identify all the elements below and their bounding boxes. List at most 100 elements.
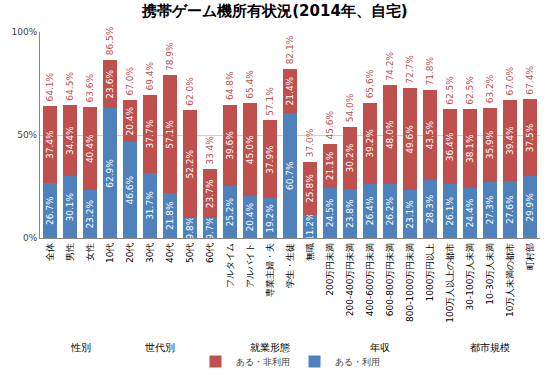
svg-text:21.8%: 21.8% bbox=[165, 201, 175, 230]
svg-text:21.1%: 21.1% bbox=[325, 151, 335, 180]
svg-text:100万人以上の都市: 100万人以上の都市 bbox=[445, 243, 455, 323]
svg-text:46.6%: 46.6% bbox=[125, 175, 135, 204]
svg-text:62.0%: 62.0% bbox=[185, 77, 195, 106]
svg-text:年収: 年収 bbox=[370, 342, 390, 353]
svg-text:50%: 50% bbox=[17, 130, 37, 140]
svg-text:携帯ゲーム機所有状況(2014年、自宅): 携帯ゲーム機所有状況(2014年、自宅) bbox=[141, 2, 407, 20]
svg-text:ある・非利用: ある・非利用 bbox=[236, 357, 290, 367]
svg-text:10-30万人未満: 10-30万人未満 bbox=[485, 243, 495, 305]
svg-text:64.5%: 64.5% bbox=[65, 72, 75, 101]
svg-text:62.9%: 62.9% bbox=[105, 159, 115, 188]
svg-text:24.5%: 24.5% bbox=[325, 198, 335, 227]
svg-text:45.0%: 45.0% bbox=[245, 135, 255, 164]
svg-text:78.9%: 78.9% bbox=[165, 42, 175, 71]
svg-text:男性: 男性 bbox=[65, 243, 75, 261]
svg-text:45.6%: 45.6% bbox=[325, 111, 335, 140]
svg-text:20代: 20代 bbox=[125, 243, 135, 263]
svg-text:25.8%: 25.8% bbox=[305, 174, 315, 203]
svg-text:54.0%: 54.0% bbox=[345, 93, 355, 122]
svg-text:60代: 60代 bbox=[205, 243, 215, 263]
svg-text:39.2%: 39.2% bbox=[365, 129, 375, 158]
svg-text:50代: 50代 bbox=[185, 243, 195, 263]
svg-text:33.4%: 33.4% bbox=[205, 136, 215, 165]
svg-text:60.7%: 60.7% bbox=[285, 161, 295, 190]
svg-text:20.4%: 20.4% bbox=[245, 202, 255, 231]
svg-text:24.4%: 24.4% bbox=[465, 198, 475, 227]
svg-text:37.4%: 37.4% bbox=[45, 130, 55, 159]
svg-text:性別: 性別 bbox=[70, 342, 91, 353]
svg-text:57.1%: 57.1% bbox=[265, 87, 275, 116]
svg-text:600-800万円未満: 600-800万円未満 bbox=[385, 243, 395, 317]
svg-text:21.4%: 21.4% bbox=[285, 76, 295, 105]
svg-text:26.1%: 26.1% bbox=[445, 197, 455, 226]
svg-text:26.7%: 26.7% bbox=[45, 196, 55, 225]
svg-text:就業形態: 就業形態 bbox=[250, 342, 290, 353]
svg-text:37.9%: 37.9% bbox=[265, 145, 275, 174]
svg-text:57.1%: 57.1% bbox=[165, 120, 175, 149]
svg-text:30.2%: 30.2% bbox=[345, 143, 355, 172]
svg-text:10万人未満の都市: 10万人未満の都市 bbox=[505, 243, 515, 317]
svg-text:35.9%: 35.9% bbox=[485, 130, 495, 159]
svg-text:63.2%: 63.2% bbox=[485, 74, 495, 103]
svg-text:67.4%: 67.4% bbox=[525, 66, 535, 95]
svg-text:36.4%: 36.4% bbox=[445, 132, 455, 161]
svg-text:26.2%: 26.2% bbox=[385, 196, 395, 225]
svg-text:世代別: 世代別 bbox=[145, 342, 175, 353]
svg-text:30-100万人未満: 30-100万人未満 bbox=[465, 243, 475, 311]
svg-text:1000万円以上: 1000万円以上 bbox=[425, 243, 435, 302]
svg-text:72.7%: 72.7% bbox=[405, 55, 415, 84]
svg-text:67.0%: 67.0% bbox=[125, 66, 135, 95]
svg-text:23.1%: 23.1% bbox=[405, 200, 415, 229]
svg-text:39.4%: 39.4% bbox=[505, 126, 515, 155]
svg-text:28.3%: 28.3% bbox=[425, 194, 435, 223]
svg-text:9.7%: 9.7% bbox=[205, 216, 215, 239]
svg-text:65.6%: 65.6% bbox=[365, 69, 375, 98]
svg-text:無職: 無職 bbox=[305, 243, 315, 261]
svg-text:82.1%: 82.1% bbox=[285, 35, 295, 64]
svg-text:23.2%: 23.2% bbox=[85, 200, 95, 229]
svg-text:800-1000万円未満: 800-1000万円未満 bbox=[405, 243, 415, 322]
svg-text:38.1%: 38.1% bbox=[465, 134, 475, 163]
svg-text:62.5%: 62.5% bbox=[465, 76, 475, 105]
svg-text:フルタイム: フルタイム bbox=[225, 243, 235, 288]
svg-text:27.3%: 27.3% bbox=[485, 195, 495, 224]
svg-text:25.2%: 25.2% bbox=[225, 198, 235, 227]
svg-text:67.0%: 67.0% bbox=[505, 66, 515, 95]
svg-text:19.2%: 19.2% bbox=[265, 204, 275, 233]
svg-text:86.5%: 86.5% bbox=[105, 26, 115, 55]
svg-text:30代: 30代 bbox=[145, 243, 155, 263]
svg-text:31.7%: 31.7% bbox=[145, 191, 155, 220]
svg-text:43.5%: 43.5% bbox=[425, 120, 435, 149]
svg-text:26.4%: 26.4% bbox=[365, 196, 375, 225]
svg-text:69.4%: 69.4% bbox=[145, 62, 155, 91]
svg-text:37.5%: 37.5% bbox=[525, 123, 535, 152]
svg-text:27.6%: 27.6% bbox=[505, 195, 515, 224]
svg-text:49.6%: 49.6% bbox=[405, 125, 415, 154]
svg-text:全体: 全体 bbox=[45, 243, 55, 261]
svg-text:30.1%: 30.1% bbox=[65, 192, 75, 221]
svg-text:女性: 女性 bbox=[85, 243, 95, 261]
svg-text:200万円未満: 200万円未満 bbox=[325, 243, 335, 296]
svg-text:48.0%: 48.0% bbox=[385, 120, 395, 149]
svg-text:アルバイト: アルバイト bbox=[245, 243, 255, 288]
svg-text:64.8%: 64.8% bbox=[225, 71, 235, 100]
svg-text:学生・生徒: 学生・生徒 bbox=[285, 243, 295, 288]
svg-text:100%: 100% bbox=[11, 27, 37, 37]
svg-text:200-400万円未満: 200-400万円未満 bbox=[345, 243, 355, 317]
svg-text:ある・利用: ある・利用 bbox=[335, 357, 380, 367]
svg-text:0%: 0% bbox=[23, 233, 38, 243]
svg-text:63.6%: 63.6% bbox=[85, 73, 95, 102]
svg-text:11.2%: 11.2% bbox=[305, 212, 315, 241]
svg-text:62.5%: 62.5% bbox=[445, 76, 455, 105]
svg-text:23.7%: 23.7% bbox=[205, 179, 215, 208]
svg-text:町村部: 町村部 bbox=[525, 243, 535, 270]
svg-text:74.2%: 74.2% bbox=[385, 52, 395, 81]
svg-text:71.8%: 71.8% bbox=[425, 57, 435, 86]
svg-text:9.8%: 9.8% bbox=[185, 216, 195, 239]
svg-text:専業主婦・夫: 専業主婦・夫 bbox=[265, 243, 275, 297]
svg-text:23.8%: 23.8% bbox=[345, 199, 355, 228]
svg-text:64.1%: 64.1% bbox=[45, 72, 55, 101]
svg-text:39.6%: 39.6% bbox=[225, 131, 235, 160]
svg-text:10代: 10代 bbox=[105, 243, 115, 263]
svg-text:65.4%: 65.4% bbox=[245, 70, 255, 99]
